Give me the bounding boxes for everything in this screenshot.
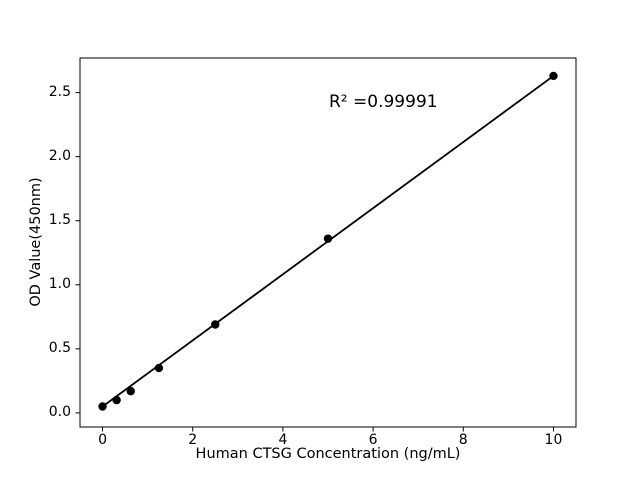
y-tick-label: 1.0 [48,275,71,292]
y-tick-label: 2.5 [48,83,71,100]
x-tick-label: 4 [278,432,288,448]
data-point [549,71,558,81]
data-point [211,320,220,329]
y-tick-label: 2.0 [48,147,71,164]
x-tick-label: 8 [458,432,468,448]
x-tick-label: 2 [188,432,198,448]
x-tick-label: 10 [544,432,563,448]
y-tick-label: 0.5 [48,339,71,356]
x-tick-label: 6 [368,432,378,448]
data-point [323,234,333,243]
data-point [154,363,164,373]
r-squared-annotation: R² =0.99991 [329,92,438,112]
x-axis-label: Human CTSG Concentration (ng/mL) [195,446,461,462]
data-point [98,402,107,411]
data-point [126,386,135,396]
y-tick-label: 0.0 [48,403,71,420]
x-tick-label: 0 [98,432,107,448]
data-point [112,395,121,405]
axes-frame [79,57,577,428]
y-tick-label: 1.5 [48,211,71,228]
